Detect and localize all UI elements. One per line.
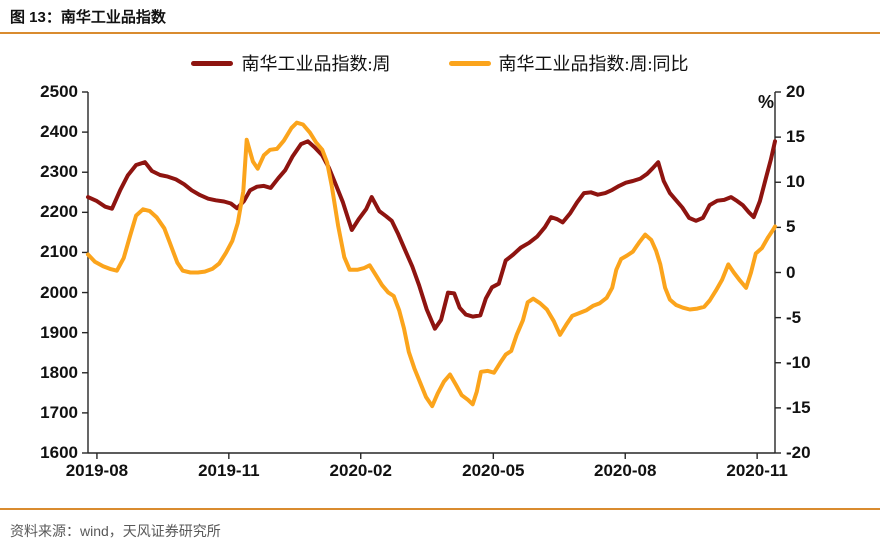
right-axis-unit-label: % xyxy=(757,92,774,112)
y-axis-left-label: 2400 xyxy=(40,122,78,142)
source-note: 资料来源：wind，天风证券研究所 xyxy=(10,523,221,539)
y-axis-left-label: 2000 xyxy=(40,282,78,302)
x-axis-label: 2020-02 xyxy=(329,461,392,480)
y-axis-left-label: 2100 xyxy=(40,242,78,262)
y-axis-right-label: -15 xyxy=(786,397,811,417)
top-divider xyxy=(0,32,880,34)
y-axis-right-label: 5 xyxy=(786,217,796,237)
legend-item-index-weekly: 南华工业品指数:周 xyxy=(191,50,391,76)
chart-legend: 南华工业品指数:周 南华工业品指数:周:同比 xyxy=(0,50,880,76)
y-axis-left-label: 2200 xyxy=(40,202,78,222)
y-axis-left-label: 1900 xyxy=(40,322,78,342)
y-axis-right-label: -5 xyxy=(786,307,802,327)
legend-swatch-index-icon xyxy=(191,60,234,66)
y-axis-right-label: 15 xyxy=(786,127,805,147)
legend-swatch-yoy-icon xyxy=(448,60,491,66)
x-axis-label: 2019-08 xyxy=(65,461,129,480)
x-axis-label: 2020-05 xyxy=(462,461,525,480)
y-axis-left-label: 2500 xyxy=(40,82,78,101)
x-axis-label: 2020-11 xyxy=(726,461,788,480)
y-axis-left-label: 1600 xyxy=(40,443,78,462)
y-axis-left-label: 1700 xyxy=(40,402,78,422)
legend-label-index: 南华工业品指数:周 xyxy=(241,54,391,74)
legend-label-yoy: 南华工业品指数:周:同比 xyxy=(498,54,689,74)
y-axis-right-label: 20 xyxy=(786,82,805,101)
y-axis-right-label: 0 xyxy=(786,262,796,282)
bottom-divider xyxy=(0,508,880,510)
y-axis-right-label: -20 xyxy=(786,443,811,462)
y-axis-right-label: 10 xyxy=(786,172,805,192)
y-axis-left-label: 2300 xyxy=(40,162,78,182)
x-axis-label: 2020-08 xyxy=(594,461,657,480)
legend-item-yoy: 南华工业品指数:周:同比 xyxy=(448,50,689,76)
figure-title: 图 13：南华工业品指数 xyxy=(10,9,166,26)
y-axis-right-label: -10 xyxy=(786,352,811,372)
series-line-index-weekly xyxy=(86,139,777,331)
y-axis-left-label: 1800 xyxy=(40,362,78,382)
series-line-yoy xyxy=(86,120,777,409)
x-axis-label: 2019-11 xyxy=(198,461,260,480)
